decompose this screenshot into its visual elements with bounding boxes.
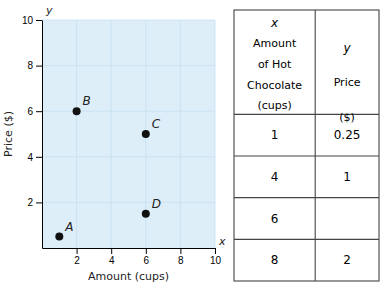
tick-label: 2	[74, 255, 80, 266]
table-header: x	[270, 16, 279, 30]
axis-line	[43, 248, 216, 249]
grid-line	[111, 20, 112, 248]
table-border	[234, 239, 379, 240]
tick-label: 10	[210, 255, 222, 266]
tick: 4	[27, 152, 42, 163]
point-labels: A B C D	[64, 94, 161, 233]
axis-letter: x	[218, 235, 226, 248]
table-header: Price	[334, 76, 361, 89]
point	[55, 233, 63, 241]
table-border	[234, 114, 379, 115]
table-cell: 0.25	[334, 128, 361, 142]
grid-line	[215, 20, 216, 248]
tick-mark	[146, 248, 147, 254]
table-border	[234, 197, 379, 198]
x-axis-title: Amount (cups)	[88, 270, 169, 283]
plot-background	[42, 20, 215, 248]
tick-label: 10	[22, 15, 34, 26]
table-header: of Hot	[258, 58, 292, 71]
grid-line	[180, 20, 181, 248]
tick-mark	[36, 66, 42, 67]
tick-label: 6	[144, 255, 150, 266]
tick-mark	[180, 248, 181, 254]
tick-mark	[77, 248, 78, 254]
table-border	[315, 10, 316, 281]
axis-line	[42, 21, 43, 249]
tick-mark	[36, 20, 42, 21]
tick-label: 8	[27, 60, 33, 71]
table-cell: 6	[271, 212, 279, 226]
grid-line	[42, 156, 215, 157]
points	[55, 107, 150, 240]
point-label: D	[152, 197, 161, 211]
table-header: Chocolate	[247, 79, 302, 92]
grid-line	[42, 111, 215, 112]
table: x Amount of Hot Chocolate (cups) y Price ($) 1 0.…	[234, 10, 379, 281]
point-label: A	[64, 220, 73, 234]
tick-label: 6	[27, 106, 33, 117]
table-header: (cups)	[257, 99, 291, 112]
table-cell: 1	[271, 128, 279, 142]
tick: 2	[27, 197, 42, 208]
table-cell: 2	[343, 253, 351, 267]
tick-mark	[36, 111, 42, 112]
point	[142, 210, 150, 218]
x-axis: 2 4 6 8 10	[43, 248, 222, 266]
table-border	[234, 10, 379, 281]
tick: 8	[27, 60, 42, 71]
tick: 10	[22, 15, 42, 26]
grid-line	[42, 20, 215, 21]
y-axis: 2 4 6 8 10	[22, 15, 43, 249]
tick-label: 4	[109, 255, 115, 266]
tick: 2	[74, 248, 80, 266]
point-label: C	[152, 117, 161, 131]
tick: 8	[178, 248, 184, 266]
point	[142, 130, 150, 138]
point-label: B	[83, 94, 91, 108]
tick: 6	[27, 106, 42, 117]
tick: 6	[144, 248, 150, 266]
tick-mark	[215, 248, 216, 254]
table-header: ($)	[339, 111, 355, 124]
table-header: Amount	[253, 37, 297, 50]
table-cell: 1	[343, 170, 351, 184]
table-border	[234, 155, 379, 156]
y-axis-title: Price ($)	[2, 111, 15, 157]
chart: 2 4 6 8 10 2 4 6 8 10 x y Amount (cups) Price ($) A B C D…	[0, 0, 385, 291]
point	[73, 107, 81, 115]
axis-letter: y	[45, 4, 53, 17]
grid-line	[42, 202, 215, 203]
grid-line	[42, 65, 215, 66]
table-header: y	[343, 41, 352, 55]
tick-label: 2	[27, 197, 33, 208]
tick-mark	[36, 202, 42, 203]
table-cell: 4	[271, 170, 279, 184]
tick: 4	[109, 248, 115, 266]
tick-label: 8	[178, 255, 184, 266]
grid	[42, 20, 215, 248]
table-cell: 8	[271, 253, 279, 267]
tick-mark	[36, 157, 42, 158]
tick-mark	[111, 248, 112, 254]
tick: 10	[210, 248, 222, 266]
grid-line	[76, 20, 77, 248]
tick-label: 4	[27, 152, 33, 163]
